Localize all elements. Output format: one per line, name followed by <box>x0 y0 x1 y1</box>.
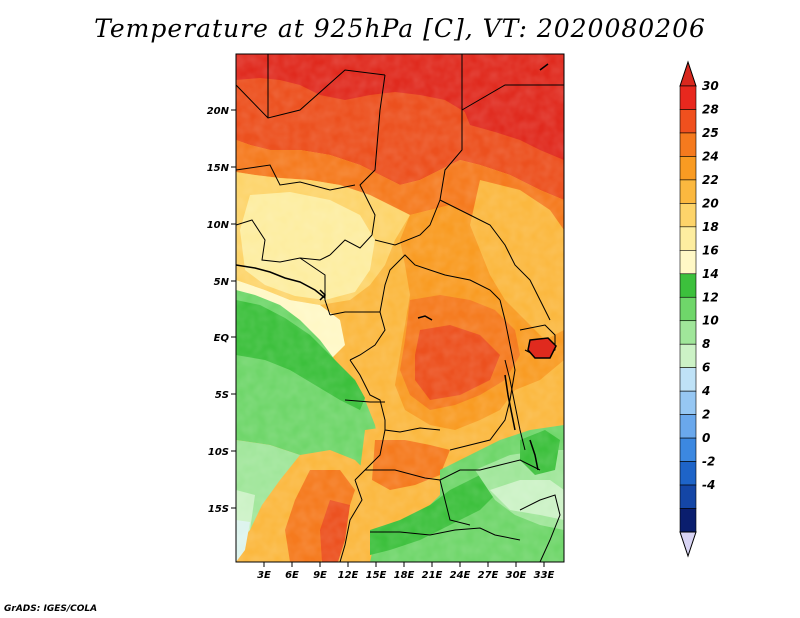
lake-tanganyika <box>504 374 516 431</box>
border-line <box>439 199 551 321</box>
colorbar-box <box>679 156 697 181</box>
border-line <box>236 164 356 191</box>
x-tick-label: 18E <box>394 570 415 581</box>
border-line <box>359 74 386 236</box>
river-congo <box>417 315 433 321</box>
x-tick-label: 15E <box>366 570 387 581</box>
colorbar-box <box>679 461 697 486</box>
x-tick-label: 21E <box>422 570 443 581</box>
y-tick-label: 10S <box>208 447 229 458</box>
border-line <box>354 429 386 481</box>
border-line <box>236 219 331 263</box>
border-line <box>349 359 441 433</box>
colorbar-level-label: 6 <box>702 361 710 375</box>
x-tick-label: 9E <box>313 570 327 581</box>
border-line <box>379 254 501 313</box>
chart-title: Temperature at 925hPa [C], VT: 202008020… <box>94 14 706 43</box>
x-tick-label: 12E <box>338 570 359 581</box>
colorbar-level-label: 14 <box>702 267 719 281</box>
border-line <box>519 494 561 562</box>
colorbar-box <box>679 414 697 439</box>
y-tick-label: EQ <box>214 333 230 344</box>
colorbar-level-label: 16 <box>702 243 719 257</box>
colorbar-box <box>679 508 697 533</box>
border-line <box>449 299 516 451</box>
lakes-coast <box>236 63 557 471</box>
colorbar-box <box>679 132 697 157</box>
y-axis: 20N 15N 10N 5N EQ 5S 10S 15S <box>207 106 236 515</box>
colorbar-box <box>679 367 697 392</box>
lake-malawi <box>529 439 539 471</box>
colorbar-box <box>679 85 697 110</box>
border-line <box>439 479 471 526</box>
y-tick-label: 20N <box>207 106 230 117</box>
y-tick-label: 5S <box>215 390 229 401</box>
colorbar-box <box>679 250 697 275</box>
colorbar-box <box>679 179 697 204</box>
colorbar-box <box>679 484 697 509</box>
x-tick-label: 3E <box>257 570 271 581</box>
border-line <box>365 459 541 481</box>
colorbar-level-label: -4 <box>702 478 715 492</box>
colorbar-level-label: 4 <box>701 384 710 398</box>
colorbar-level-label: 24 <box>702 149 719 163</box>
border-line <box>344 399 385 403</box>
border-line <box>299 257 331 316</box>
y-tick-label: 5N <box>214 277 230 288</box>
x-tick-label: 30E <box>506 570 527 581</box>
colorbar-level-label: 28 <box>702 102 719 116</box>
colorbar-box <box>679 390 697 415</box>
coast-west-africa <box>236 264 326 299</box>
border-line <box>329 311 386 361</box>
temperature-field <box>236 54 564 562</box>
colorbar-level-label: 10 <box>702 314 719 328</box>
border-line <box>236 69 386 119</box>
border-line <box>504 359 526 451</box>
colorbar-box <box>679 273 697 298</box>
colorbar-level-label: 20 <box>702 196 719 210</box>
lake-victoria <box>527 337 557 359</box>
colorbar-level-label: 2 <box>702 408 710 422</box>
y-tick-label: 10N <box>207 220 230 231</box>
x-tick-label: 6E <box>285 570 299 581</box>
colorbar-box <box>679 109 697 134</box>
border-line <box>329 234 373 256</box>
country-borders <box>236 54 564 562</box>
colorbar-level-label: 30 <box>702 79 719 93</box>
colorbar-box <box>679 296 697 322</box>
border-line <box>339 479 363 562</box>
colorbar-level-label: 22 <box>702 173 719 187</box>
colorbar-box <box>679 320 697 345</box>
colorbar-box <box>679 203 697 228</box>
colorbar-level-label: 12 <box>702 290 719 304</box>
x-tick-label: 24E <box>450 570 471 581</box>
border-line <box>461 84 564 111</box>
colorbar-level-label: 8 <box>702 337 710 351</box>
lake-small-north <box>539 63 549 71</box>
lake-chad <box>319 289 327 301</box>
colorbar-box <box>679 226 697 251</box>
colorbar-level-label: 25 <box>702 126 719 140</box>
colorbar-box <box>679 437 697 462</box>
colorbar-box <box>679 343 697 368</box>
x-tick-label: 33E <box>534 570 555 581</box>
map-frame <box>235 53 565 563</box>
field-texture <box>236 54 564 562</box>
y-tick-label: 15N <box>207 163 230 174</box>
colorbar-level-label: 0 <box>702 431 710 445</box>
grads-credit: GrADS: IGES/COLA <box>4 604 98 614</box>
y-tick-label: 15S <box>208 504 229 515</box>
colorbar-under-triangle <box>679 531 697 558</box>
border-line <box>370 527 521 541</box>
colorbar-level-label: -2 <box>702 455 715 469</box>
x-axis: 3E 6E 9E 12E 15E 18E 21E 24E 27E 30E 33E <box>257 562 555 581</box>
colorbar-boxes <box>679 85 697 533</box>
colorbar-over-triangle <box>679 60 697 87</box>
colorbar-level-label: 18 <box>702 220 719 234</box>
x-tick-label: 27E <box>478 570 499 581</box>
